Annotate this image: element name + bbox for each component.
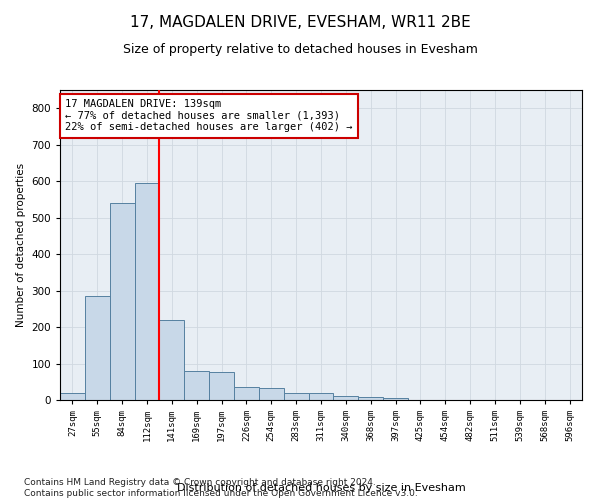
- Text: 17, MAGDALEN DRIVE, EVESHAM, WR11 2BE: 17, MAGDALEN DRIVE, EVESHAM, WR11 2BE: [130, 15, 470, 30]
- Bar: [259, 388, 284, 400]
- Text: Size of property relative to detached houses in Evesham: Size of property relative to detached ho…: [122, 42, 478, 56]
- Bar: [60, 392, 85, 400]
- Bar: [358, 397, 383, 400]
- Bar: [234, 387, 259, 400]
- Text: Contains HM Land Registry data © Crown copyright and database right 2024.
Contai: Contains HM Land Registry data © Crown c…: [24, 478, 418, 498]
- Y-axis label: Number of detached properties: Number of detached properties: [16, 163, 26, 327]
- Bar: [134, 183, 160, 400]
- Bar: [308, 392, 334, 400]
- Bar: [209, 372, 234, 400]
- Bar: [85, 296, 110, 400]
- Bar: [334, 396, 358, 400]
- Text: 17 MAGDALEN DRIVE: 139sqm
← 77% of detached houses are smaller (1,393)
22% of se: 17 MAGDALEN DRIVE: 139sqm ← 77% of detac…: [65, 100, 353, 132]
- X-axis label: Distribution of detached houses by size in Evesham: Distribution of detached houses by size …: [176, 483, 466, 493]
- Bar: [284, 392, 308, 400]
- Bar: [160, 320, 184, 400]
- Bar: [383, 398, 408, 400]
- Bar: [110, 203, 134, 400]
- Bar: [184, 371, 209, 400]
